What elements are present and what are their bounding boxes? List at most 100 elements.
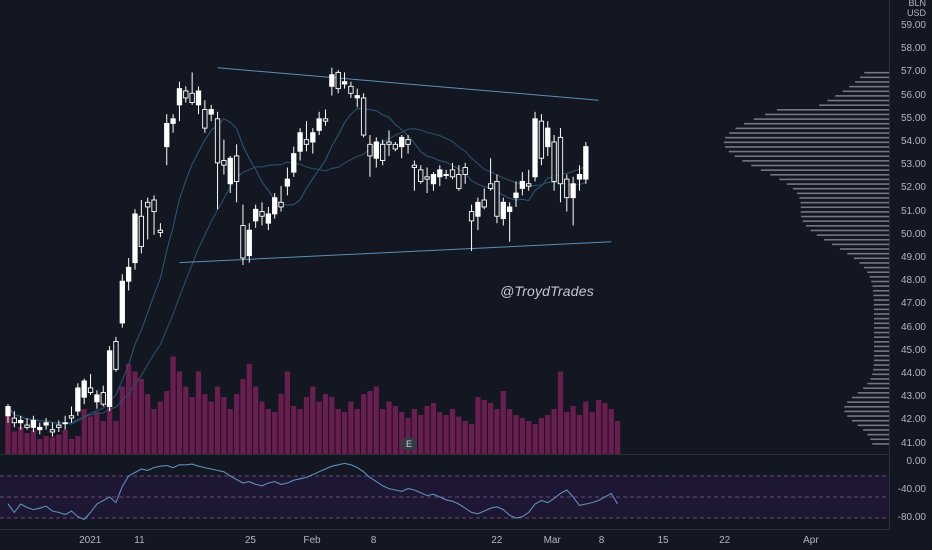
candle-body [411, 164, 418, 168]
volume-bar [113, 421, 119, 454]
volume-bar [475, 397, 481, 454]
oscillator-tick-label: 0.00 [906, 456, 926, 467]
candle-body [132, 213, 138, 264]
volume-profile-row [873, 364, 889, 366]
volume-profile-row [873, 345, 889, 348]
currency-label: BLN USD [907, 0, 926, 18]
price-tick-label: 41.00 [900, 437, 926, 449]
watermark: @TroydTrades [500, 283, 594, 299]
volume-bar [348, 401, 354, 454]
volume-bar [303, 397, 310, 454]
candle-body [462, 167, 468, 175]
candle-body [360, 97, 367, 136]
candle-body [519, 180, 526, 189]
candle-body [24, 424, 30, 428]
candle-body [233, 155, 240, 182]
candle-body [189, 92, 195, 104]
candle-body [443, 174, 449, 176]
time-tick-label: 22 [719, 535, 731, 546]
volume-profile-row [873, 308, 889, 311]
candle-body [18, 419, 24, 424]
candle-body [322, 118, 329, 122]
volume-profile-row [760, 169, 889, 171]
candle-body [532, 118, 538, 178]
volume-profile-row [857, 424, 889, 427]
candle-body [37, 426, 43, 431]
volume-profile-row [873, 350, 889, 352]
volume-bar [361, 394, 367, 454]
volume-bar [100, 421, 106, 454]
volume-bar [43, 436, 49, 454]
candle-body [481, 199, 487, 208]
price-tick-label: 42.00 [900, 414, 926, 426]
volume-bar [227, 409, 233, 454]
volume-bar [488, 403, 494, 454]
volume-profile-row [725, 146, 889, 148]
volume-profile-row [859, 262, 889, 264]
candle-body [164, 122, 170, 148]
oscillator-pane [0, 462, 889, 521]
volume-profile-row [827, 99, 889, 102]
time-tick-label: 11 [134, 535, 145, 546]
volume-profile-row [873, 313, 889, 315]
candle-body [252, 208, 259, 222]
volume-profile-row [864, 71, 889, 74]
price-tick-label: 58.00 [900, 43, 926, 55]
volume-profile-row [847, 252, 889, 255]
volume-profile-row [728, 150, 889, 153]
time-tick-label: 22 [491, 535, 503, 546]
volume-bar [176, 371, 183, 454]
candle-body [272, 197, 278, 215]
volume-bar [551, 409, 557, 454]
volume-bar [164, 391, 170, 454]
volume-bar [18, 427, 24, 454]
volume-bar [246, 364, 252, 454]
volume-bar [151, 409, 157, 454]
volume-bar [259, 401, 265, 454]
candle-body [183, 90, 189, 99]
candle-body [392, 143, 398, 150]
volume-bar [24, 433, 30, 454]
volume-profile-row [735, 127, 889, 130]
candle-body [240, 225, 246, 259]
candle-body [145, 201, 151, 208]
candlesticks [5, 67, 589, 437]
earnings-marker[interactable]: E [401, 437, 417, 451]
volume-profile-row [873, 368, 889, 371]
volume-profile-row [751, 164, 889, 167]
trendlines[interactable] [179, 67, 612, 264]
volume-profile-row [786, 183, 889, 185]
candle-body [208, 109, 214, 115]
candle-body [214, 118, 221, 164]
candle-body [386, 141, 392, 145]
candle-body [399, 136, 405, 148]
volume-profile-row [872, 443, 889, 445]
volume-profile-row [839, 248, 889, 250]
volume-profile-row [810, 229, 889, 232]
candle-body [30, 419, 37, 428]
volume-profile-row [873, 299, 889, 301]
volume-bar [570, 406, 576, 454]
candle-body [81, 380, 87, 398]
volume-bar [221, 397, 227, 454]
upper-trendline [217, 67, 599, 101]
price-tick-label: 48.00 [900, 275, 926, 287]
volume-bar [272, 412, 278, 454]
volume-bar [49, 437, 56, 454]
price-tick-label: 57.00 [900, 66, 926, 78]
volume-profile-row [797, 192, 889, 195]
candle-body [125, 266, 132, 282]
volume-bar [107, 406, 113, 454]
volume-bar [367, 391, 373, 454]
candle-body [329, 74, 335, 87]
candle-body [5, 406, 11, 417]
volume-bar [297, 409, 303, 454]
price-tick-label: 49.00 [900, 252, 926, 263]
candle-body [487, 183, 494, 189]
candle-body [195, 90, 202, 106]
volume-profile-row [849, 85, 889, 88]
candle-body [157, 229, 164, 233]
time-tick-label: 15 [657, 535, 669, 546]
volume-bar [208, 401, 214, 454]
